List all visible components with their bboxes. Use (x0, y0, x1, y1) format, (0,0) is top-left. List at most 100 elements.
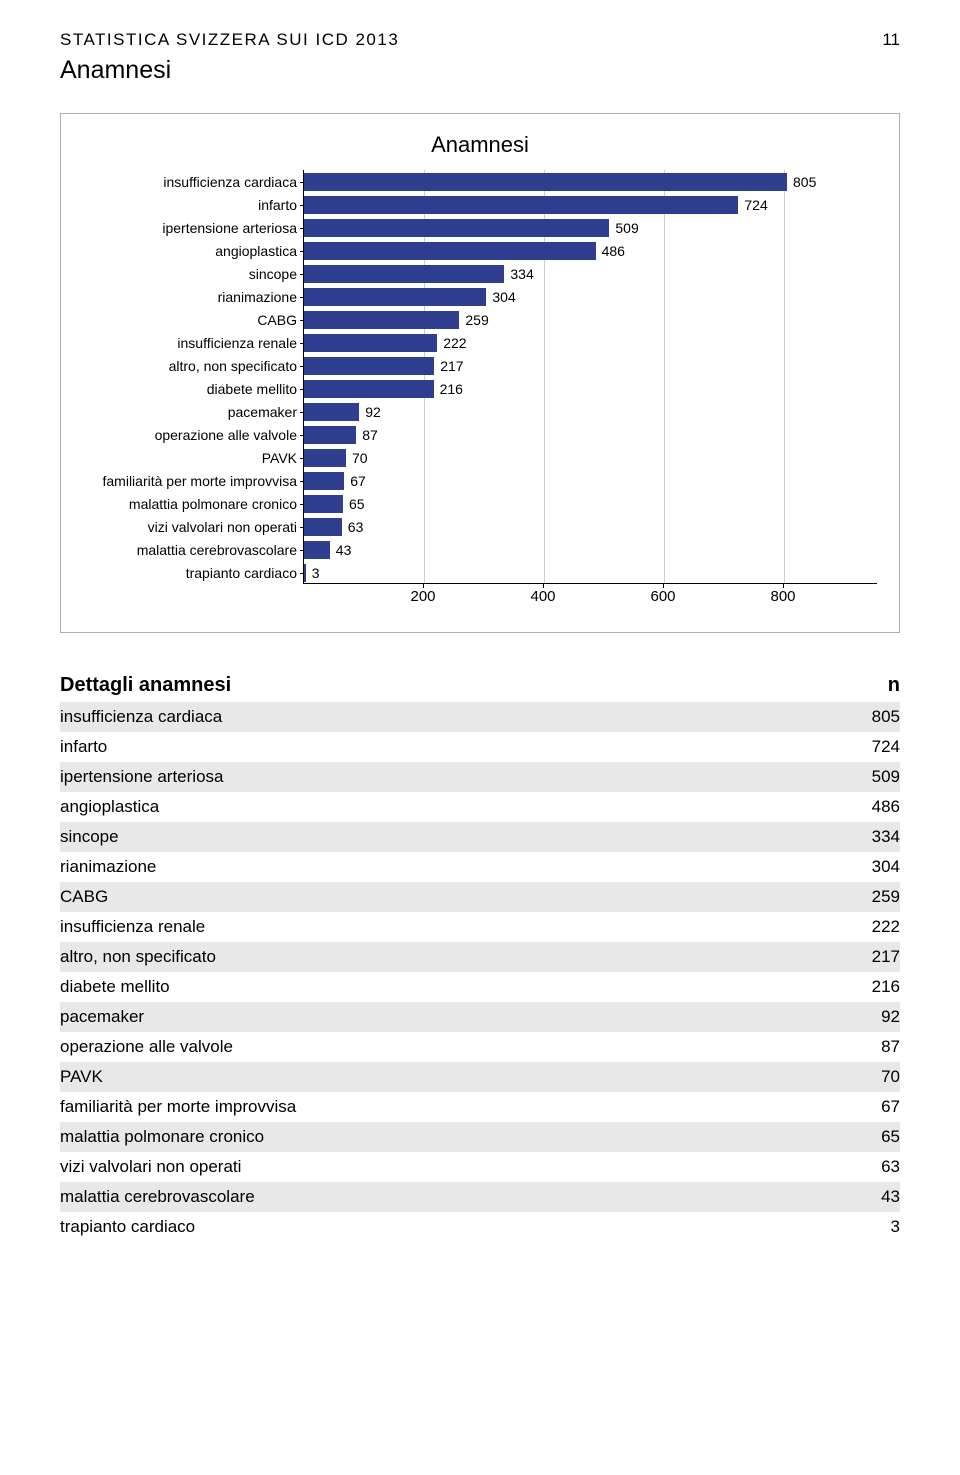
table-row: infarto724 (60, 732, 900, 762)
chart-ylabel: diabete mellito (207, 382, 303, 396)
table-row: altro, non specificato217 (60, 942, 900, 972)
table-row: pacemaker92 (60, 1002, 900, 1032)
chart-bar: 259 (304, 311, 459, 329)
chart-bar: 334 (304, 265, 504, 283)
table-row-label: rianimazione (60, 852, 810, 882)
chart-bar-value: 304 (486, 289, 515, 305)
chart-bar-value: 87 (356, 427, 378, 443)
chart-ylabel: malattia cerebrovascolare (137, 543, 303, 557)
table-row-label: malattia cerebrovascolare (60, 1182, 810, 1212)
data-table-section: Dettagli anamnesi n insufficienza cardia… (60, 669, 900, 1242)
chart-ylabel: sincope (249, 267, 303, 281)
table-row-label: PAVK (60, 1062, 810, 1092)
chart-bar-value: 222 (437, 335, 466, 351)
table-row-value: 509 (810, 762, 900, 792)
chart-bar: 304 (304, 288, 486, 306)
table-row-value: 334 (810, 822, 900, 852)
table-row: familiarità per morte improvvisa67 (60, 1092, 900, 1122)
x-tick-label: 600 (650, 588, 675, 605)
chart-bar: 67 (304, 472, 344, 490)
chart-ylabel: operazione alle valvole (155, 428, 303, 442)
chart-ylabel: PAVK (262, 451, 303, 465)
chart-bar: 486 (304, 242, 596, 260)
table-row-value: 805 (810, 702, 900, 732)
table-row-label: altro, non specificato (60, 942, 810, 972)
chart-ylabel: infarto (258, 198, 303, 212)
table-row-value: 43 (810, 1182, 900, 1212)
table-row-value: 70 (810, 1062, 900, 1092)
table-body: insufficienza cardiaca805infarto724ipert… (60, 702, 900, 1242)
table-row-value: 486 (810, 792, 900, 822)
chart-bar-value: 65 (343, 496, 365, 512)
x-tick-label: 800 (770, 588, 795, 605)
table-row: PAVK70 (60, 1062, 900, 1092)
table-row-label: malattia polmonare cronico (60, 1122, 810, 1152)
chart-bar: 509 (304, 219, 609, 237)
table-row: malattia polmonare cronico65 (60, 1122, 900, 1152)
chart-bar: 3 (304, 564, 306, 582)
table-row-label: CABG (60, 882, 810, 912)
chart-ylabel: CABG (257, 313, 303, 327)
table-row: vizi valvolari non operati63 (60, 1152, 900, 1182)
chart-bar: 65 (304, 495, 343, 513)
chart-bar-value: 334 (504, 266, 533, 282)
chart-bar-value: 486 (596, 243, 625, 259)
chart-ylabel: ipertensione arteriosa (162, 221, 303, 235)
table-row: rianimazione304 (60, 852, 900, 882)
page-header: STATISTICA SVIZZERA SUI ICD 2013 11 (60, 30, 900, 50)
chart-bar-value: 217 (434, 358, 463, 374)
table-row-value: 67 (810, 1092, 900, 1122)
chart-bar: 43 (304, 541, 330, 559)
table-row: sincope334 (60, 822, 900, 852)
chart-ylabels: insufficienza cardiaca infarto ipertension… (83, 170, 303, 584)
chart-bar: 92 (304, 403, 359, 421)
table-row-value: 216 (810, 972, 900, 1002)
chart-ylabel: angioplastica (215, 244, 303, 258)
table-row: insufficienza cardiaca805 (60, 702, 900, 732)
table-row-label: ipertensione arteriosa (60, 762, 810, 792)
table-row-value: 92 (810, 1002, 900, 1032)
table-row-value: 65 (810, 1122, 900, 1152)
table-row-label: angioplastica (60, 792, 810, 822)
table-row-value: 724 (810, 732, 900, 762)
chart-title: Anamnesi (83, 132, 877, 158)
chart-bar: 217 (304, 357, 434, 375)
table-row-label: trapianto cardiaco (60, 1212, 810, 1242)
table-row-value: 304 (810, 852, 900, 882)
chart-bar-value: 724 (738, 197, 767, 213)
table-row-value: 87 (810, 1032, 900, 1062)
table-row-label: insufficienza renale (60, 912, 810, 942)
table-row: trapianto cardiaco3 (60, 1212, 900, 1242)
chart-bar-value: 43 (330, 542, 352, 558)
chart-ylabel: rianimazione (218, 290, 303, 304)
table-row-label: diabete mellito (60, 972, 810, 1002)
table-row-value: 222 (810, 912, 900, 942)
chart-bar-value: 3 (306, 565, 320, 581)
table-title-cell: Dettagli anamnesi (60, 669, 810, 702)
chart-ylabel: vizi valvolari non operati (148, 520, 303, 534)
table-row-label: familiarità per morte improvvisa (60, 1092, 810, 1122)
chart-ylabel: altro, non specificato (169, 359, 303, 373)
chart-bar-value: 805 (787, 174, 816, 190)
chart-container: Anamnesi insufficienza cardiaca infarto ip… (60, 113, 900, 633)
chart-bar-value: 63 (342, 519, 364, 535)
table-row: operazione alle valvole87 (60, 1032, 900, 1062)
chart-ylabel: insufficienza cardiaca (163, 175, 303, 189)
chart-bar-value: 70 (346, 450, 368, 466)
page-number: 11 (882, 30, 900, 50)
report-title: STATISTICA SVIZZERA SUI ICD 2013 (60, 30, 399, 50)
section-title: Anamnesi (60, 56, 900, 85)
table-row: malattia cerebrovascolare43 (60, 1182, 900, 1212)
table-row: angioplastica486 (60, 792, 900, 822)
chart-bar: 216 (304, 380, 434, 398)
chart-bar: 87 (304, 426, 356, 444)
chart-bar: 222 (304, 334, 437, 352)
table-row-label: vizi valvolari non operati (60, 1152, 810, 1182)
table-row: ipertensione arteriosa509 (60, 762, 900, 792)
table-row-value: 63 (810, 1152, 900, 1182)
table-row: diabete mellito216 (60, 972, 900, 1002)
chart-ylabel: pacemaker (228, 405, 303, 419)
table-row-label: pacemaker (60, 1002, 810, 1032)
table-row-label: operazione alle valvole (60, 1032, 810, 1062)
chart-bar-value: 509 (609, 220, 638, 236)
